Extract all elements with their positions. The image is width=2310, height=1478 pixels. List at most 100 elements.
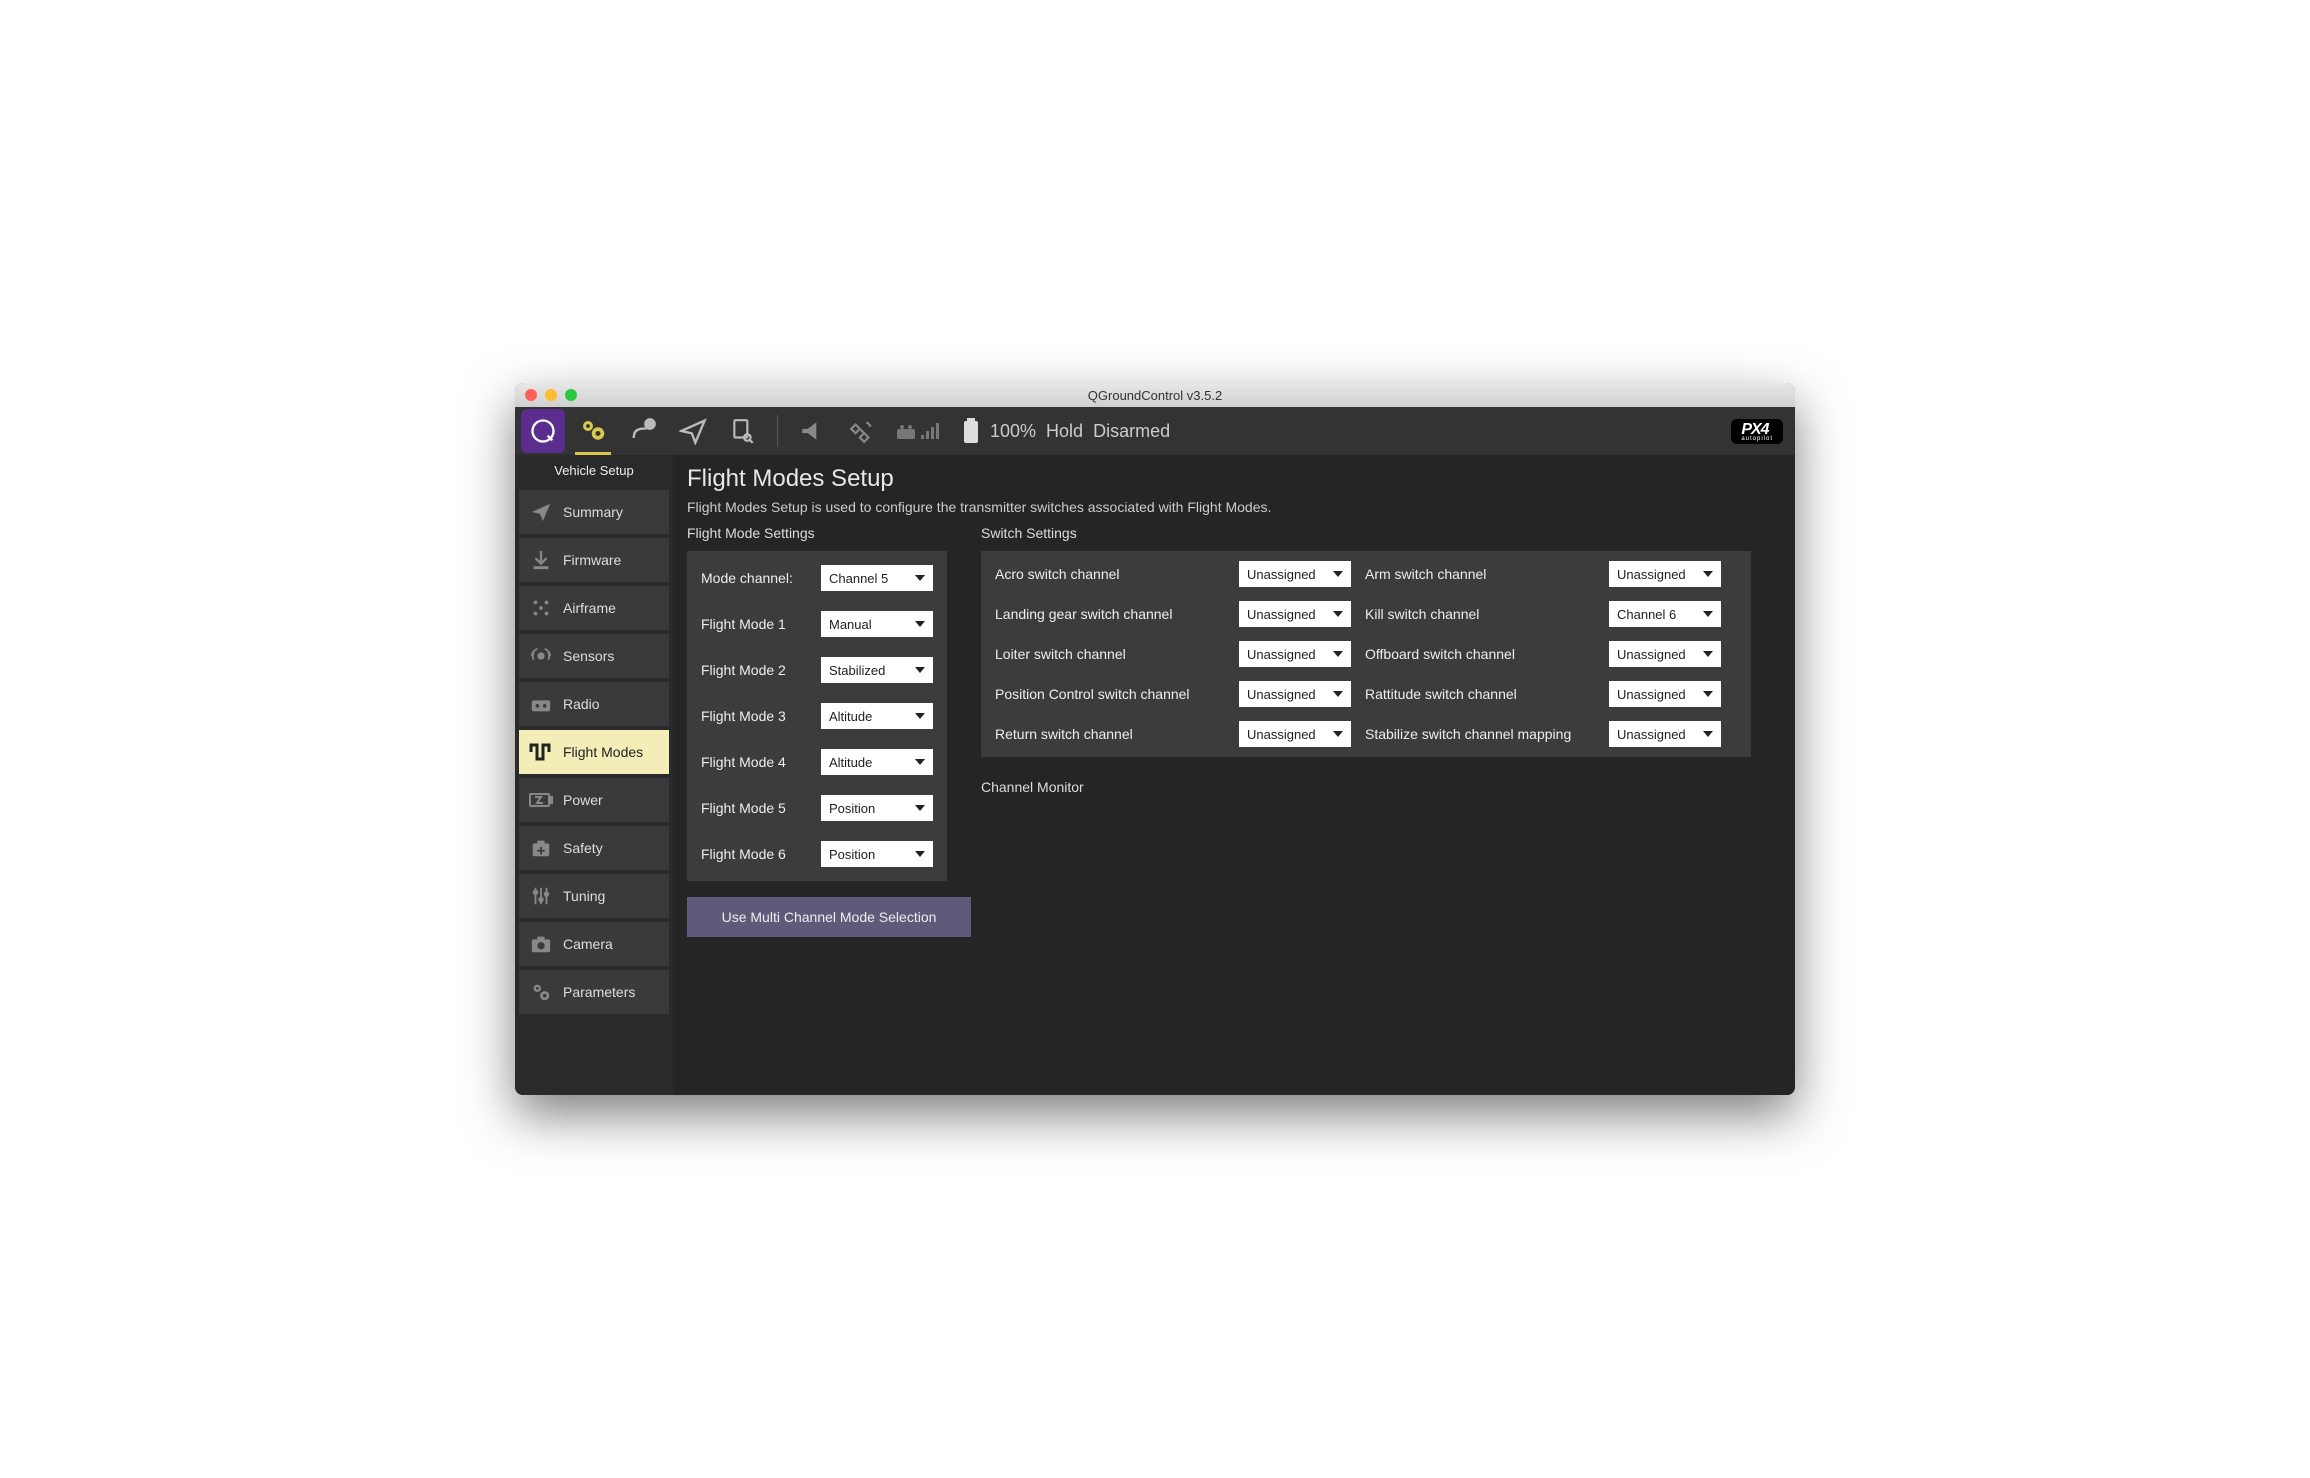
chevron-down-icon	[1333, 691, 1343, 697]
sidebar-item-label: Sensors	[563, 648, 614, 664]
sidebar-item-airframe[interactable]: Airframe	[519, 586, 669, 630]
flight-mode-5-combo[interactable]: Position	[821, 795, 933, 821]
battery-icon	[529, 788, 553, 812]
messages-toolbar-button[interactable]	[790, 409, 834, 453]
page-title: Flight Modes Setup	[687, 465, 1781, 493]
waypoint-icon: B	[629, 417, 657, 445]
switch-combo-1[interactable]: Unassigned	[1609, 561, 1721, 587]
switch-combo-8[interactable]: Unassigned	[1239, 721, 1351, 747]
sidebar-item-parameters[interactable]: Parameters	[519, 970, 669, 1014]
flight-mode-4-combo[interactable]: Altitude	[821, 749, 933, 775]
chevron-down-icon	[1333, 611, 1343, 617]
switch-combo-3[interactable]: Channel 6	[1609, 601, 1721, 627]
sidebar-item-safety[interactable]: Safety	[519, 826, 669, 870]
sidebar-item-label: Radio	[563, 696, 600, 712]
chevron-down-icon	[915, 805, 925, 811]
sidebar-item-firmware[interactable]: Firmware	[519, 538, 669, 582]
chevron-down-icon	[1703, 611, 1713, 617]
flight-mode-2-combo[interactable]: Stabilized	[821, 657, 933, 683]
switch-label: Landing gear switch channel	[995, 606, 1225, 622]
satellite-icon	[849, 418, 875, 444]
sidebar-item-radio[interactable]: Radio	[519, 682, 669, 726]
megaphone-icon	[799, 418, 825, 444]
chevron-down-icon	[1703, 691, 1713, 697]
paperplane-icon	[679, 417, 707, 445]
switch-combo-2[interactable]: Unassigned	[1239, 601, 1351, 627]
multi-channel-mode-button[interactable]: Use Multi Channel Mode Selection	[687, 897, 971, 937]
analyze-toolbar-button[interactable]	[721, 409, 765, 453]
airframe-icon	[529, 596, 553, 620]
switch-combo-9[interactable]: Unassigned	[1609, 721, 1721, 747]
mode-channel-combo[interactable]: Channel 5	[821, 565, 933, 591]
sidebar-item-sensors[interactable]: Sensors	[519, 634, 669, 678]
switch-combo-7[interactable]: Unassigned	[1609, 681, 1721, 707]
document-search-icon	[730, 418, 756, 444]
plan-toolbar-button[interactable]: B	[621, 409, 665, 453]
flight-mode-1-combo[interactable]: Manual	[821, 611, 933, 637]
armed-status[interactable]: Disarmed	[1093, 421, 1170, 442]
chevron-down-icon	[1333, 571, 1343, 577]
gps-toolbar-button[interactable]	[840, 409, 884, 453]
download-icon	[529, 548, 553, 572]
flight-mode-label: Flight Mode 1	[701, 616, 786, 632]
switch-combo-5[interactable]: Unassigned	[1609, 641, 1721, 667]
flight-mode-label: Flight Mode 4	[701, 754, 786, 770]
main-toolbar: B	[515, 407, 1795, 455]
switch-label: Offboard switch channel	[1365, 646, 1595, 662]
medkit-icon	[529, 836, 553, 860]
svg-text:B: B	[648, 423, 653, 430]
flight-mode-label: Flight Mode 5	[701, 800, 786, 816]
sidebar-item-label: Tuning	[563, 888, 605, 904]
sidebar-item-summary[interactable]: Summary	[519, 490, 669, 534]
chevron-down-icon	[915, 667, 925, 673]
sidebar-item-camera[interactable]: Camera	[519, 922, 669, 966]
gears-icon	[578, 416, 608, 446]
chevron-down-icon	[1703, 731, 1713, 737]
paperplane-icon	[529, 500, 553, 524]
sidebar-item-tuning[interactable]: Tuning	[519, 874, 669, 918]
flight-mode-3-combo[interactable]: Altitude	[821, 703, 933, 729]
switch-label: Rattitude switch channel	[1365, 686, 1595, 702]
chevron-down-icon	[915, 621, 925, 627]
setup-toolbar-button[interactable]	[571, 409, 615, 453]
switch-combo-4[interactable]: Unassigned	[1239, 641, 1351, 667]
battery-icon	[962, 418, 980, 444]
chevron-down-icon	[1333, 651, 1343, 657]
radio-icon	[529, 692, 553, 716]
flight-mode-label: Flight Mode 2	[701, 662, 786, 678]
chevron-down-icon	[1703, 571, 1713, 577]
chevron-down-icon	[915, 851, 925, 857]
toolbar-separator	[777, 415, 778, 447]
sidebar-item-power[interactable]: Power	[519, 778, 669, 822]
battery-percent: 100%	[990, 421, 1036, 442]
flight-mode-label: Flight Mode 6	[701, 846, 786, 862]
sidebar-item-label: Airframe	[563, 600, 616, 616]
switch-label: Kill switch channel	[1365, 606, 1595, 622]
fly-toolbar-button[interactable]	[671, 409, 715, 453]
switch-settings-panel: Acro switch channelUnassignedArm switch …	[981, 551, 1751, 757]
chevron-down-icon	[1703, 651, 1713, 657]
switch-label: Arm switch channel	[1365, 566, 1595, 582]
rc-toolbar-button[interactable]	[890, 409, 950, 453]
sidebar-item-label: Camera	[563, 936, 613, 952]
flight-mode-6-combo[interactable]: Position	[821, 841, 933, 867]
chevron-down-icon	[1333, 731, 1343, 737]
flight-mode-status[interactable]: Hold	[1046, 421, 1083, 442]
sidebar-item-flight-modes[interactable]: Flight Modes	[519, 730, 669, 774]
gears-icon	[529, 980, 553, 1004]
switch-combo-6[interactable]: Unassigned	[1239, 681, 1351, 707]
sidebar-item-label: Parameters	[563, 984, 635, 1000]
mode-channel-label: Mode channel:	[701, 570, 793, 586]
chevron-down-icon	[915, 713, 925, 719]
qgc-logo-button[interactable]	[521, 409, 565, 453]
switch-label: Stabilize switch channel mapping	[1365, 726, 1595, 742]
flight-mode-settings-panel: Mode channel: Channel 5 Flight Mode 1 Ma…	[687, 551, 947, 881]
page-description: Flight Modes Setup is used to configure …	[687, 499, 1781, 515]
flight-mode-label: Flight Mode 3	[701, 708, 786, 724]
switch-settings-column: Switch Settings Acro switch channelUnass…	[981, 525, 1781, 795]
camera-icon	[529, 932, 553, 956]
sliders-icon	[529, 884, 553, 908]
titlebar: QGroundControl v3.5.2	[515, 383, 1795, 407]
switch-combo-0[interactable]: Unassigned	[1239, 561, 1351, 587]
wave-icon	[529, 740, 553, 764]
